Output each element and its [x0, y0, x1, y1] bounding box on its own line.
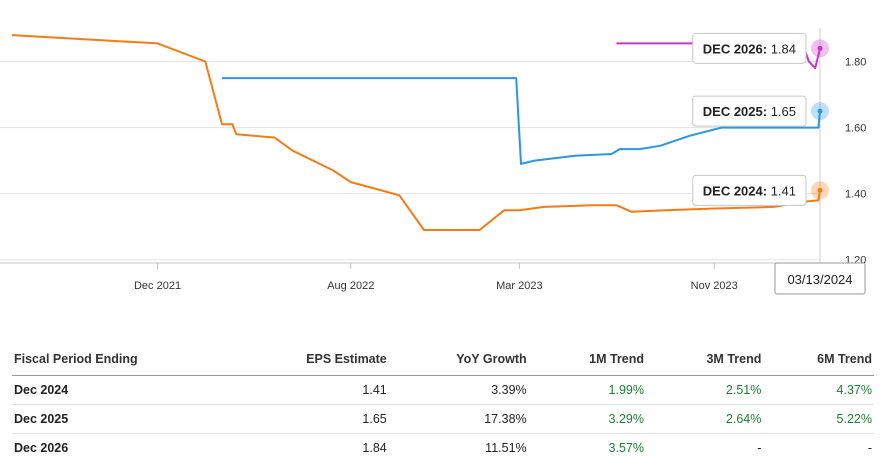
cell-yoy: 17.38% — [388, 404, 529, 434]
header-eps-estimate[interactable]: EPS Estimate — [210, 350, 389, 376]
header-1m-trend[interactable]: 1M Trend — [528, 350, 646, 376]
tooltip-text: DEC 2026: 1.84 — [703, 41, 796, 56]
tooltip-dec-2025: DEC 2025: 1.65 — [692, 95, 807, 127]
tooltip-dec-2024: DEC 2024: 1.41 — [692, 174, 807, 206]
tooltip-text: DEC 2025: 1.65 — [703, 104, 796, 119]
header-3m-trend[interactable]: 3M Trend — [646, 350, 764, 376]
chart-tooltips: DEC 2026: 1.84 DEC 2025: 1.65 DEC 2024: 1.… — [692, 32, 866, 295]
cell-eps: 1.84 — [362, 441, 387, 455]
x-tick-label: Aug 2022 — [327, 280, 374, 292]
cell-3m: 2.51% — [646, 375, 764, 405]
cell-6m: - — [867, 441, 872, 455]
series-end-point — [817, 108, 823, 114]
series-end-point — [817, 187, 823, 193]
table-header-row: Fiscal Period Ending EPS Estimate YoY Gr… — [12, 350, 874, 376]
chart-grid — [0, 28, 821, 265]
tooltip-value: 1.65 — [767, 104, 796, 119]
tooltip-box — [692, 32, 807, 64]
eps-estimates-table: Fiscal Period Ending EPS Estimate YoY Gr… — [12, 350, 874, 462]
series-end-point — [817, 45, 823, 51]
cell-yoy: 11.51% — [485, 441, 527, 455]
cell-1m: 1.99% — [528, 375, 646, 405]
series-line-dec-2024 — [11, 34, 821, 231]
cell-yoy: 3.39% — [388, 375, 529, 405]
date-box — [774, 262, 866, 295]
tooltip-value: 1.41 — [767, 183, 796, 198]
table-row: Dec 2024 1.41 3.39% 1.99% 2.51% 4.37% — [12, 375, 874, 405]
x-tick-label: Mar 2023 — [496, 280, 542, 292]
tooltip-label: DEC 2025: — [703, 104, 767, 119]
cell-period: Dec 2026 — [14, 441, 69, 455]
series-line-dec-2025 — [222, 77, 821, 165]
cell-1m: 3.57% — [608, 441, 644, 455]
x-tick-label: Dec 2021 — [134, 280, 181, 292]
crosshair-date-label: 03/13/2024 — [774, 262, 866, 295]
cell-period: Dec 2025 — [12, 404, 211, 434]
y-tick-label: 1.80 — [845, 57, 866, 69]
cell-3m: - — [757, 441, 762, 455]
tooltip-box — [692, 174, 807, 206]
header-fiscal-period[interactable]: Fiscal Period Ending — [12, 350, 211, 376]
header-yoy-growth[interactable]: YoY Growth — [388, 350, 529, 376]
cell-period: Dec 2024 — [12, 375, 211, 405]
tooltip-label: DEC 2026: — [703, 41, 767, 56]
chart-markers — [811, 39, 829, 200]
table-row: Dec 2026 1.84 11.51% 3.57% - - — [12, 434, 874, 463]
cell-6m: 4.37% — [763, 375, 874, 405]
cell-3m: 2.64% — [646, 404, 764, 434]
header-6m-trend[interactable]: 6M Trend — [763, 350, 874, 376]
y-tick-label: 1.60 — [845, 123, 866, 135]
cell-eps: 1.41 — [210, 375, 389, 405]
tooltip-box — [692, 95, 807, 127]
cell-6m: 5.22% — [763, 404, 874, 434]
tooltip-dec-2026: DEC 2026: 1.84 — [692, 32, 807, 64]
tooltip-label: DEC 2024: — [703, 183, 767, 198]
y-tick-label: 1.40 — [845, 189, 866, 201]
cell-1m: 3.29% — [528, 404, 646, 434]
tooltip-text: DEC 2024: 1.41 — [703, 183, 796, 198]
cell-eps: 1.65 — [210, 404, 389, 434]
x-tick-label: Nov 2023 — [691, 280, 738, 292]
crosshair-date-text: 03/13/2024 — [787, 272, 852, 287]
tooltip-value: 1.84 — [767, 41, 796, 56]
table-row: Dec 2025 1.65 17.38% 3.29% 2.64% 5.22% — [12, 404, 874, 434]
